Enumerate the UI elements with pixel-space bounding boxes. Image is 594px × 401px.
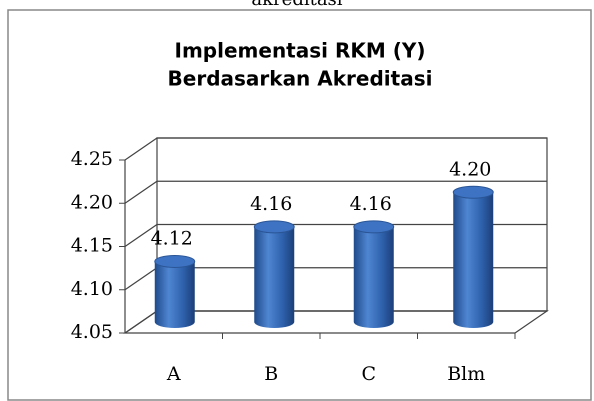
- bar-top: [353, 220, 395, 234]
- bar-top: [452, 185, 494, 199]
- grid-line: [124, 180, 547, 204]
- bar-top: [154, 254, 196, 268]
- x-tick-label: A: [166, 363, 181, 385]
- bar: [154, 261, 195, 328]
- bar: [453, 192, 494, 328]
- chart-title: Berdasarkan Akreditasi: [168, 67, 433, 91]
- value-label: 4.20: [449, 158, 491, 180]
- y-tick-label: 4.15: [71, 235, 113, 257]
- y-tick-label: 4.25: [71, 148, 113, 170]
- grid-line: [124, 223, 547, 247]
- bar-top: [253, 220, 295, 234]
- value-label: 4.16: [350, 193, 392, 215]
- bar: [254, 226, 295, 328]
- value-label: 4.12: [151, 227, 193, 249]
- chart-border: [7, 9, 592, 401]
- x-tick-label: C: [361, 363, 376, 385]
- value-label: 4.16: [250, 193, 292, 215]
- y-tick-label: 4.10: [71, 278, 113, 300]
- y-tick-label: 4.05: [71, 321, 113, 343]
- y-tick-label: 4.20: [71, 191, 113, 213]
- x-tick-label: Blm: [447, 363, 485, 385]
- grid-line: [124, 137, 547, 161]
- caption-fragment: akreditasi: [251, 0, 342, 10]
- chart-title: Implementasi RKM (Y): [175, 39, 426, 63]
- bar: [353, 226, 394, 328]
- x-tick-label: B: [264, 363, 278, 385]
